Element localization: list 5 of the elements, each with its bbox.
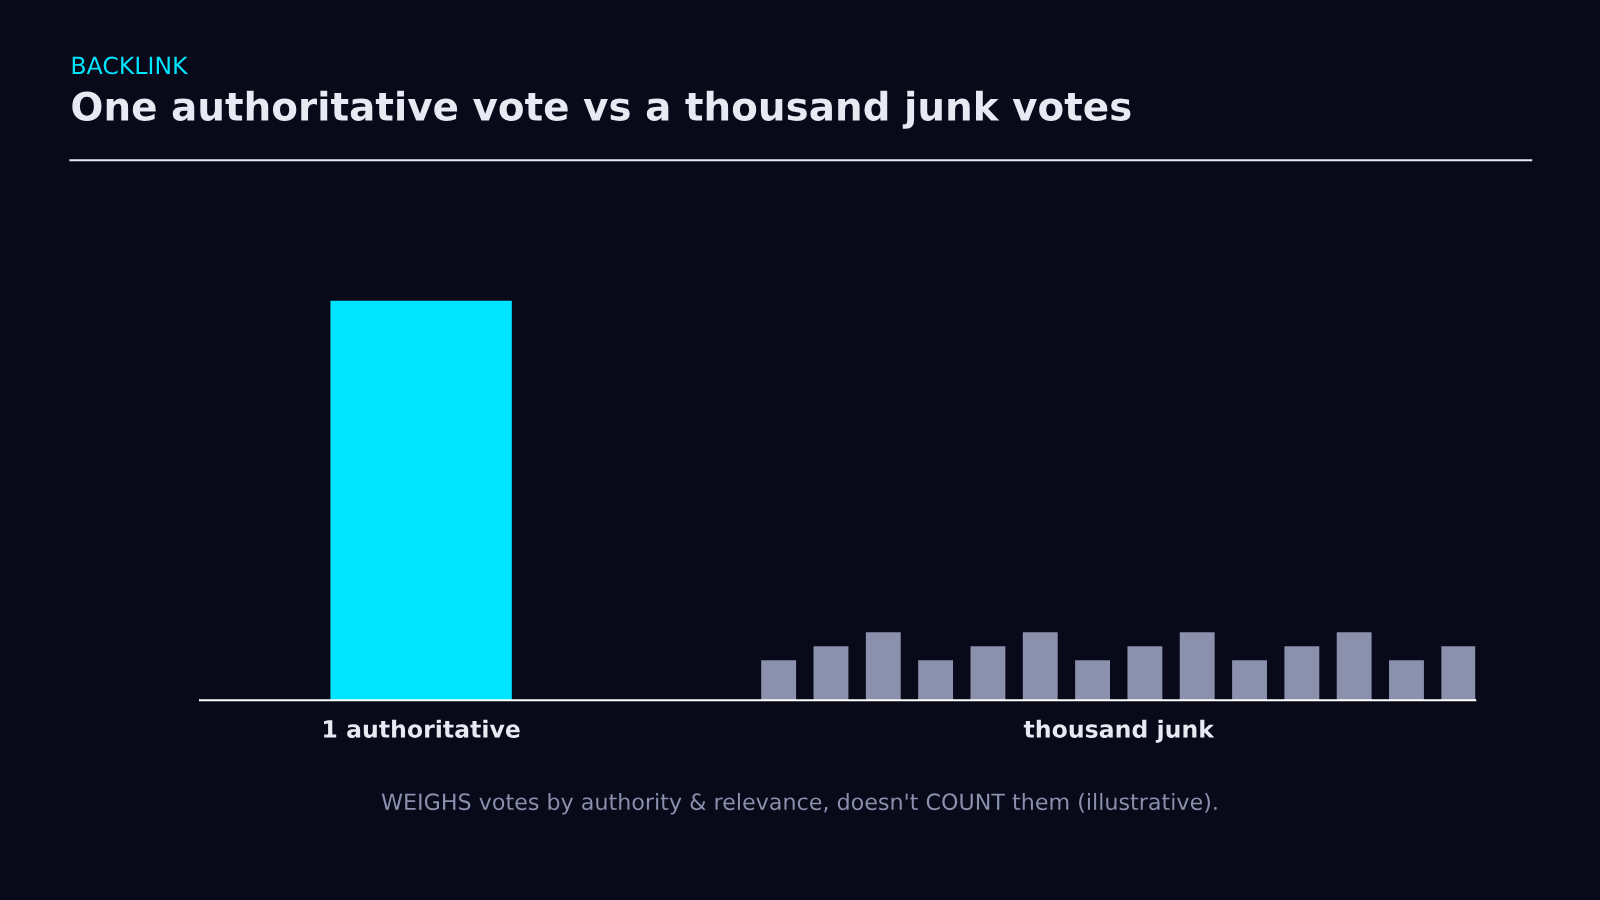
x-tick-label: 1 authoritative <box>324 719 520 738</box>
x-tick-label: thousand junk <box>1023 719 1215 743</box>
chart-title: One authoritative vote vs a thousand junk votes <box>72 90 1131 129</box>
chart-subtitle: BACKLINK <box>72 56 189 75</box>
text: WEIGHS votes by authority & relevance, doesn't COUNT them (illustrative). <box>381 792 1217 815</box>
